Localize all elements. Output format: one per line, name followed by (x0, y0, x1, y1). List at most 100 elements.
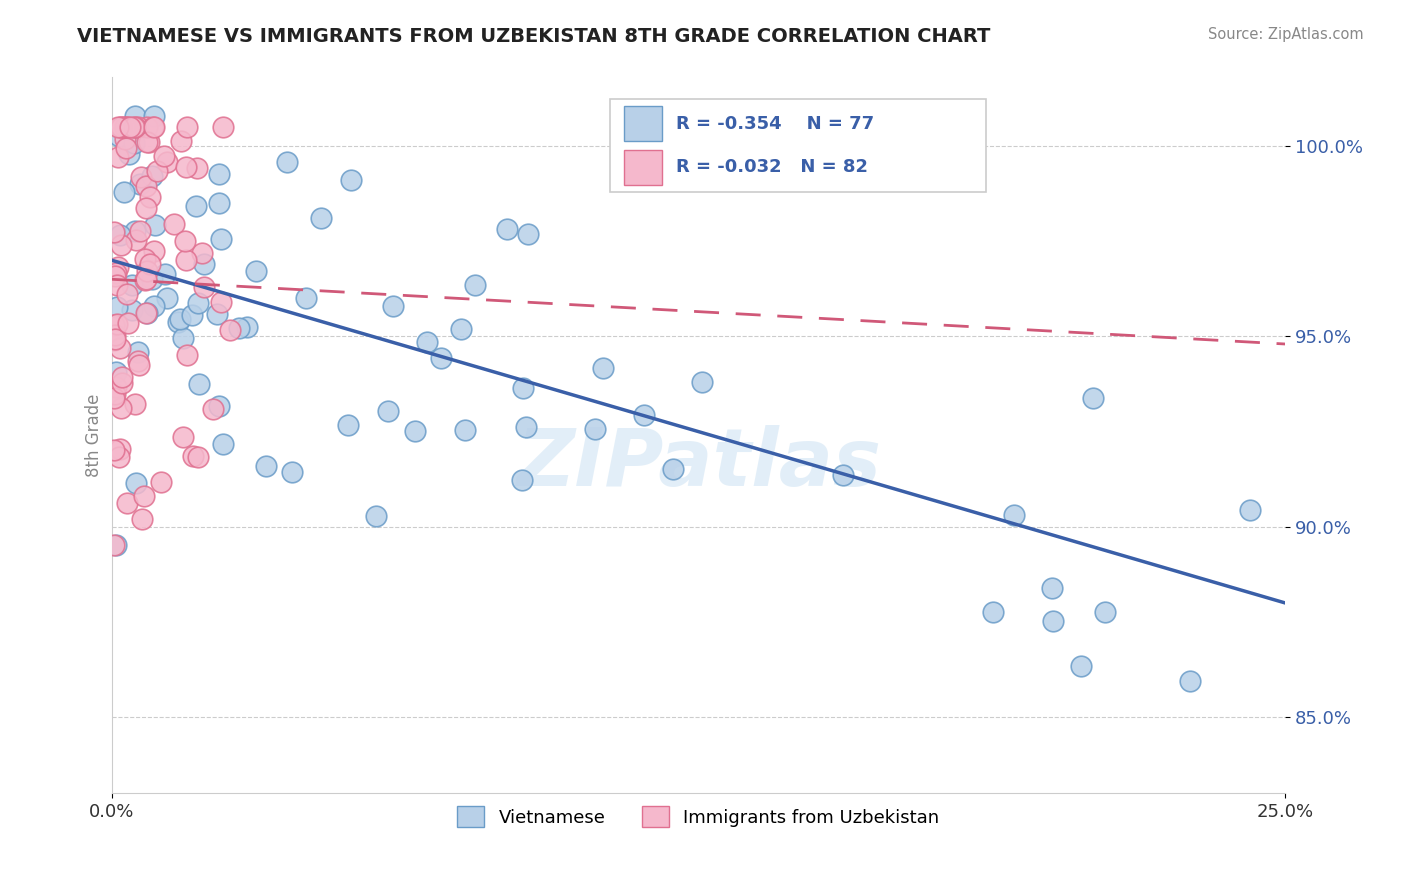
Point (1042, 614, 1064, 628)
Point (110, 238, 132, 252)
Point (191, 246, 214, 260)
Point (136, 263, 159, 277)
Point (125, 233, 148, 247)
Point (134, 489, 156, 503)
Point (107, 120, 129, 134)
Point (107, 450, 129, 464)
Point (117, 120, 139, 134)
Point (208, 195, 231, 210)
Point (404, 425, 426, 439)
Point (127, 345, 149, 359)
Point (219, 323, 242, 337)
Point (416, 334, 439, 349)
Point (118, 147, 141, 161)
FancyBboxPatch shape (624, 150, 662, 185)
Point (114, 141, 136, 155)
Point (107, 260, 129, 275)
Point (131, 512, 153, 526)
Text: VIETNAMESE VS IMMIGRANTS FROM UZBEKISTAN 8TH GRADE CORRELATION CHART: VIETNAMESE VS IMMIGRANTS FROM UZBEKISTAN… (77, 27, 991, 45)
Point (377, 404, 399, 418)
Point (512, 381, 534, 395)
Point (104, 332, 127, 346)
FancyBboxPatch shape (610, 99, 986, 192)
Point (134, 273, 156, 287)
Point (134, 252, 156, 267)
Point (121, 277, 143, 292)
Point (209, 232, 232, 246)
Point (187, 376, 209, 391)
Point (135, 306, 157, 320)
Point (187, 450, 209, 465)
Legend: Vietnamese, Immigrants from Uzbekistan: Vietnamese, Immigrants from Uzbekistan (450, 799, 946, 834)
Point (141, 271, 163, 285)
Point (103, 442, 125, 457)
Point (135, 135, 157, 149)
Point (1094, 605, 1116, 619)
Point (135, 272, 157, 286)
Point (176, 348, 198, 362)
Point (209, 295, 232, 310)
Point (107, 150, 129, 164)
Point (592, 360, 614, 375)
Point (340, 173, 363, 187)
Point (1081, 392, 1104, 406)
Point (176, 252, 198, 267)
Point (136, 120, 159, 134)
Point (236, 320, 259, 334)
Point (176, 120, 198, 134)
Text: R = -0.354    N = 77: R = -0.354 N = 77 (676, 114, 875, 133)
Point (107, 129, 129, 144)
Point (169, 312, 191, 326)
Point (254, 459, 277, 474)
Point (121, 302, 143, 317)
Point (181, 450, 204, 464)
Point (633, 409, 655, 423)
Point (135, 201, 157, 215)
Point (122, 136, 145, 150)
Text: ZIPatlas: ZIPatlas (516, 425, 882, 503)
Point (145, 164, 167, 178)
Point (186, 199, 208, 213)
Point (114, 132, 136, 146)
Point (152, 149, 174, 163)
Point (103, 318, 125, 332)
Point (311, 211, 333, 225)
Point (1239, 503, 1261, 517)
Point (105, 301, 128, 315)
Point (1178, 674, 1201, 689)
Point (124, 109, 146, 123)
Point (228, 321, 250, 335)
Point (143, 299, 166, 313)
Point (454, 423, 477, 437)
Point (510, 474, 533, 488)
Point (105, 380, 128, 394)
Point (1070, 658, 1092, 673)
Point (112, 185, 135, 199)
Point (108, 442, 131, 456)
Point (139, 190, 162, 204)
Point (193, 257, 215, 271)
Point (496, 222, 519, 236)
Point (193, 280, 215, 294)
Point (128, 358, 150, 372)
Point (1002, 508, 1025, 523)
Point (690, 375, 713, 389)
Point (180, 308, 202, 322)
Point (110, 120, 132, 134)
Point (382, 299, 405, 313)
Point (172, 430, 194, 444)
Point (153, 267, 176, 281)
Point (104, 269, 127, 284)
Point (173, 234, 195, 248)
Point (150, 475, 173, 489)
Point (141, 169, 163, 183)
Point (127, 354, 149, 368)
Point (124, 397, 146, 411)
Point (276, 154, 298, 169)
Point (336, 417, 359, 432)
Point (832, 467, 855, 482)
Point (117, 316, 139, 330)
Point (127, 120, 149, 134)
Point (103, 333, 125, 347)
Point (201, 402, 224, 417)
